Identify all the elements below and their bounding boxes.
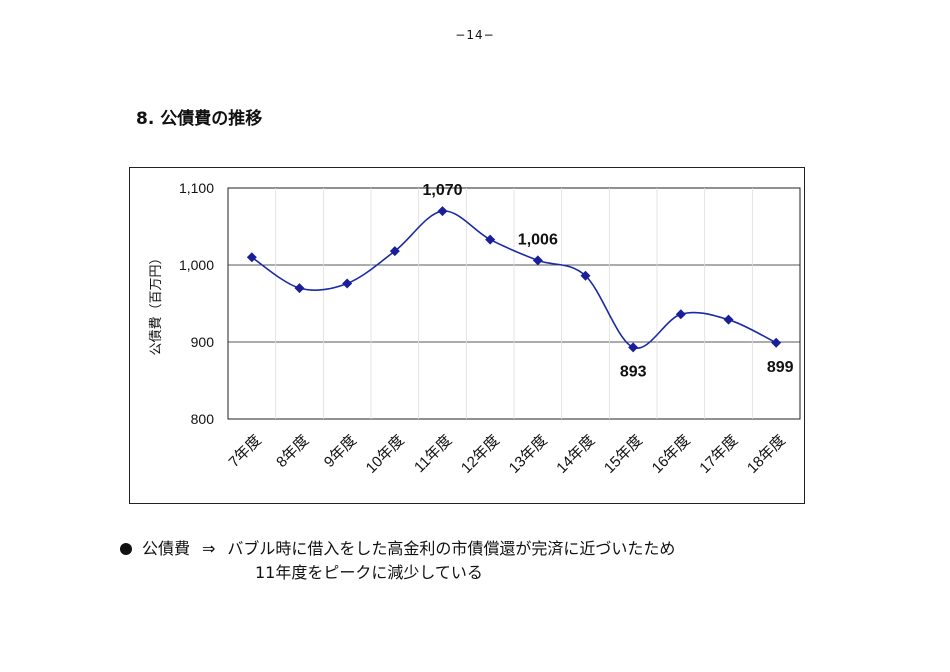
bullet-icon [120,543,132,555]
note-line2: 11年度をピークに減少している [255,563,483,582]
note-line1: バブル時に借入をした高金利の市債償還が完済に近づいたため [227,539,676,558]
note: 公債費 ⇒ バブル時に借入をした高金利の市債償還が完済に近づいたため 11年度をピー… [120,537,675,585]
chart-frame [129,167,805,504]
note-label: 公債費 [142,539,191,558]
section-heading: 8. 公債費の推移 [136,109,263,129]
page-number: −14− [455,28,495,42]
arrow-icon: ⇒ [202,539,216,558]
